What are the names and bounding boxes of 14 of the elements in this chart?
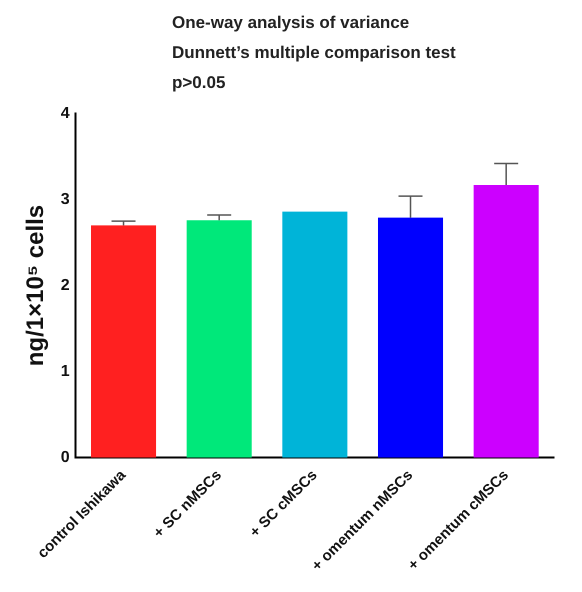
y-tick-label: 4 xyxy=(60,105,70,122)
y-tick-label: 2 xyxy=(60,276,70,294)
bar xyxy=(91,225,156,458)
y-tick-label: 1 xyxy=(60,362,70,380)
bar xyxy=(186,220,252,458)
y-tick-label: 3 xyxy=(60,190,70,208)
y-tick-label: 0 xyxy=(60,448,70,466)
text: One-way analysis of variance xyxy=(172,12,410,34)
bar xyxy=(378,218,444,458)
text: p>0.05 xyxy=(172,72,226,94)
y-axis-title: ng/1×10⁵ cells xyxy=(22,204,50,366)
bar xyxy=(474,184,539,458)
bar xyxy=(282,212,348,458)
text: Dunnett’s multiple comparison test xyxy=(172,42,457,64)
